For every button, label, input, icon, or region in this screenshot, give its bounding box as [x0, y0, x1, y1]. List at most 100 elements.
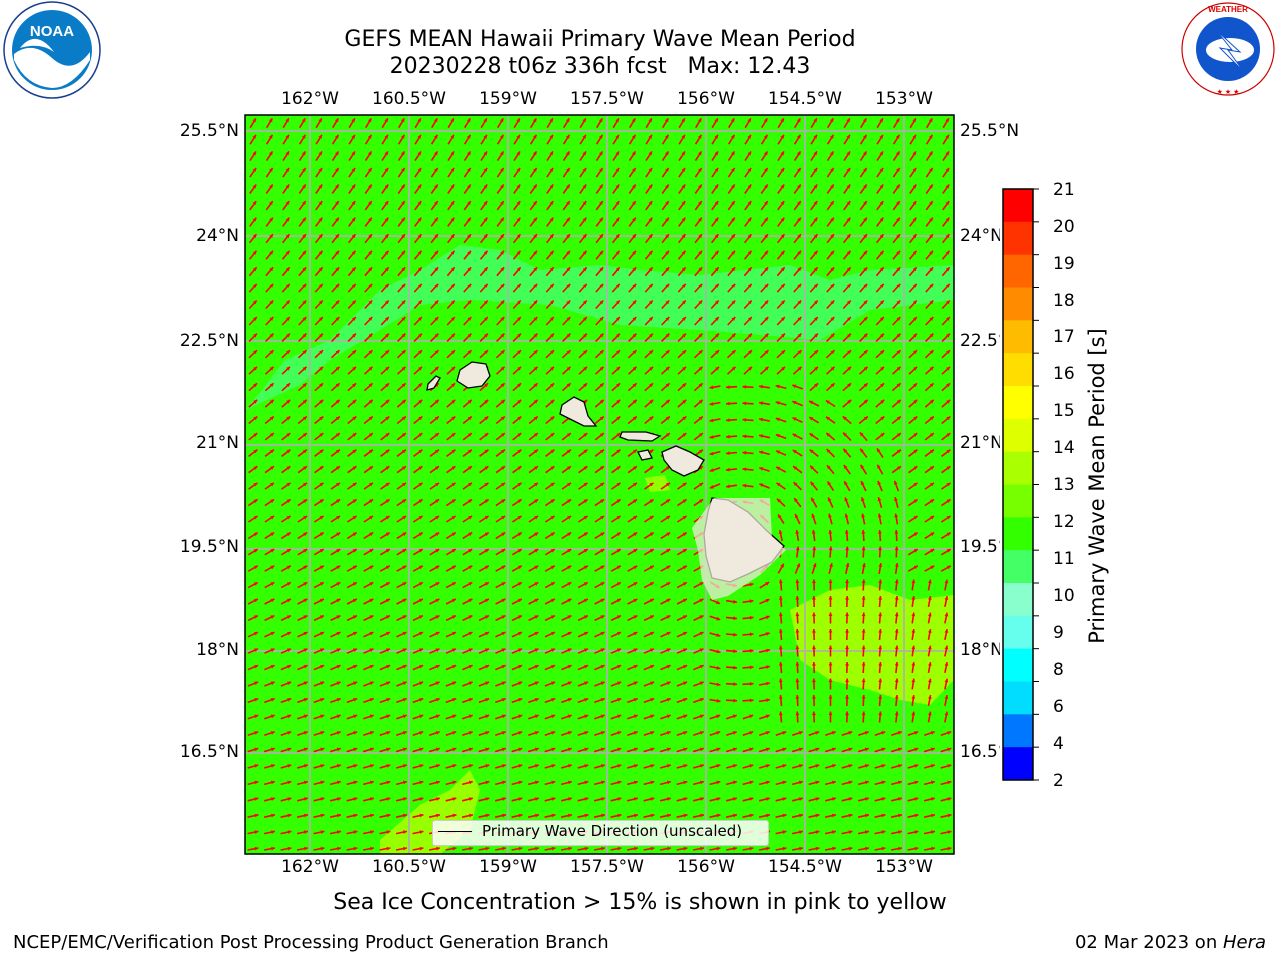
wave-direction-arrowhead: [369, 549, 374, 553]
wave-direction-arrowhead: [320, 665, 325, 669]
wave-direction-arrowhead: [813, 217, 818, 222]
wave-direction-arrowhead: [435, 549, 440, 553]
wave-direction-arrowhead: [946, 433, 951, 437]
map-subtitle: 20230228 t06z 336h fcst Max: 12.43: [389, 54, 811, 79]
wave-direction-arrowhead: [301, 118, 306, 123]
wave-direction-arrowhead: [584, 681, 589, 686]
wave-direction-arrowhead: [285, 201, 290, 205]
wave-direction-arrowhead: [782, 797, 787, 801]
wave-direction-arrowhead: [842, 416, 847, 421]
wave-direction-arrowhead: [518, 665, 523, 669]
wave-direction-arrowhead: [386, 698, 391, 702]
wave-direction-arrowhead: [336, 631, 341, 636]
wave-direction-arrowhead: [845, 546, 849, 551]
wave-direction-arrowhead: [699, 698, 704, 702]
wave-direction-arrowhead: [252, 234, 257, 239]
wave-direction-arrowhead: [286, 416, 291, 421]
wave-direction-arrowhead: [270, 698, 275, 702]
wave-direction-arrowhead: [798, 764, 803, 768]
wave-direction-arrowhead: [649, 615, 654, 619]
wave-direction-arrowhead: [253, 449, 258, 454]
wave-direction-arrowhead: [632, 267, 637, 272]
wave-direction-arrowhead: [434, 333, 439, 338]
wave-direction-arrowhead: [946, 350, 950, 354]
wave-direction-arrowhead: [946, 565, 951, 570]
wave-direction-arrowhead: [894, 530, 899, 534]
wave-direction-arrowhead: [650, 631, 654, 636]
colorbar-segment: [1003, 615, 1033, 650]
wave-direction-arrowhead: [813, 300, 818, 305]
wave-direction-arrowhead: [517, 516, 522, 520]
wave-direction-arrowhead: [930, 516, 935, 520]
wave-direction-arrowhead: [799, 797, 803, 801]
wave-direction-arrowhead: [451, 582, 456, 586]
wave-direction-arrowhead: [929, 399, 934, 404]
lat-tick-right: 24°N: [960, 226, 1000, 246]
wave-direction-arrowhead: [335, 300, 340, 305]
colorbar-tick: 18: [1053, 291, 1075, 311]
wave-direction-arrowhead: [401, 167, 405, 172]
wave-direction-arrowhead: [319, 433, 324, 437]
wave-direction-arrowhead: [844, 497, 848, 502]
wave-direction-arrowhead: [468, 549, 473, 553]
wave-direction-arrowhead: [681, 250, 686, 255]
wave-direction-arrowhead: [716, 731, 721, 735]
wave-direction-arrowhead: [550, 399, 555, 404]
wave-direction-arrowhead: [549, 118, 553, 123]
wave-direction-arrowhead: [270, 549, 275, 553]
wave-direction-arrowhead: [318, 234, 323, 239]
wave-direction-arrowhead: [451, 350, 455, 354]
wave-direction-arrowhead: [896, 184, 900, 189]
wave-direction-arrowhead: [386, 714, 391, 719]
wave-direction-arrowhead: [749, 615, 754, 620]
wave-direction-arrowhead: [401, 217, 405, 222]
wave-direction-arrowhead: [828, 513, 832, 518]
wave-direction-arrowhead: [879, 267, 884, 272]
wave-direction-arrowhead: [484, 482, 489, 487]
wave-direction-arrowhead: [894, 497, 898, 502]
wave-direction-arrowhead: [650, 731, 655, 735]
wave-direction-arrowhead: [500, 333, 505, 338]
wave-direction-arrowhead: [617, 780, 622, 785]
wave-direction-arrowhead: [913, 416, 918, 421]
wave-direction-arrowhead: [650, 846, 655, 851]
wave-direction-arrowhead: [501, 764, 506, 768]
wave-direction-arrowhead: [270, 532, 275, 537]
wave-direction-arrowhead: [812, 645, 816, 650]
wave-direction-arrowhead: [386, 648, 390, 652]
wave-direction-arrowhead: [894, 480, 898, 485]
wave-direction-arrowhead: [302, 184, 306, 189]
wave-direction-arrowhead: [286, 333, 290, 338]
wave-direction-arrowhead: [336, 747, 341, 752]
wave-direction-arrowhead: [726, 484, 730, 489]
lat-tick-left: 24°N: [196, 226, 239, 246]
wave-direction-arrowhead: [811, 497, 815, 502]
wave-direction-arrowhead: [583, 615, 588, 619]
wave-direction-arrowhead: [550, 366, 554, 371]
wave-direction-arrowhead: [682, 383, 687, 388]
wave-direction-arrowhead: [402, 565, 407, 570]
wave-direction-arrowhead: [778, 514, 782, 519]
wave-direction-arrowhead: [467, 300, 472, 305]
wave-direction-arrowhead: [385, 399, 390, 404]
wave-direction-arrowhead: [599, 433, 604, 437]
wave-direction-arrowhead: [814, 333, 818, 338]
wave-direction-arrowhead: [896, 217, 900, 222]
wave-direction-arrowhead: [418, 615, 423, 619]
colorbar-tick: 19: [1053, 254, 1075, 274]
wave-direction-arrowhead: [930, 532, 935, 537]
wave-direction-arrowhead: [632, 317, 637, 321]
wave-direction-arrowhead: [549, 300, 554, 305]
wave-direction-arrowhead: [944, 645, 949, 650]
wave-direction-arrowhead: [860, 464, 865, 469]
wave-direction-arrowhead: [914, 731, 919, 735]
wave-direction-arrowhead: [765, 731, 770, 735]
wave-direction-arrowhead: [863, 350, 868, 354]
wave-direction-arrowhead: [269, 449, 274, 454]
wave-direction-arrowhead: [698, 267, 703, 272]
wave-direction-arrowhead: [567, 532, 572, 537]
wave-direction-arrowhead: [683, 665, 688, 669]
wave-direction-arrowhead: [764, 151, 768, 156]
wave-direction-arrowhead: [270, 731, 275, 735]
wave-direction-arrowhead: [797, 250, 801, 255]
